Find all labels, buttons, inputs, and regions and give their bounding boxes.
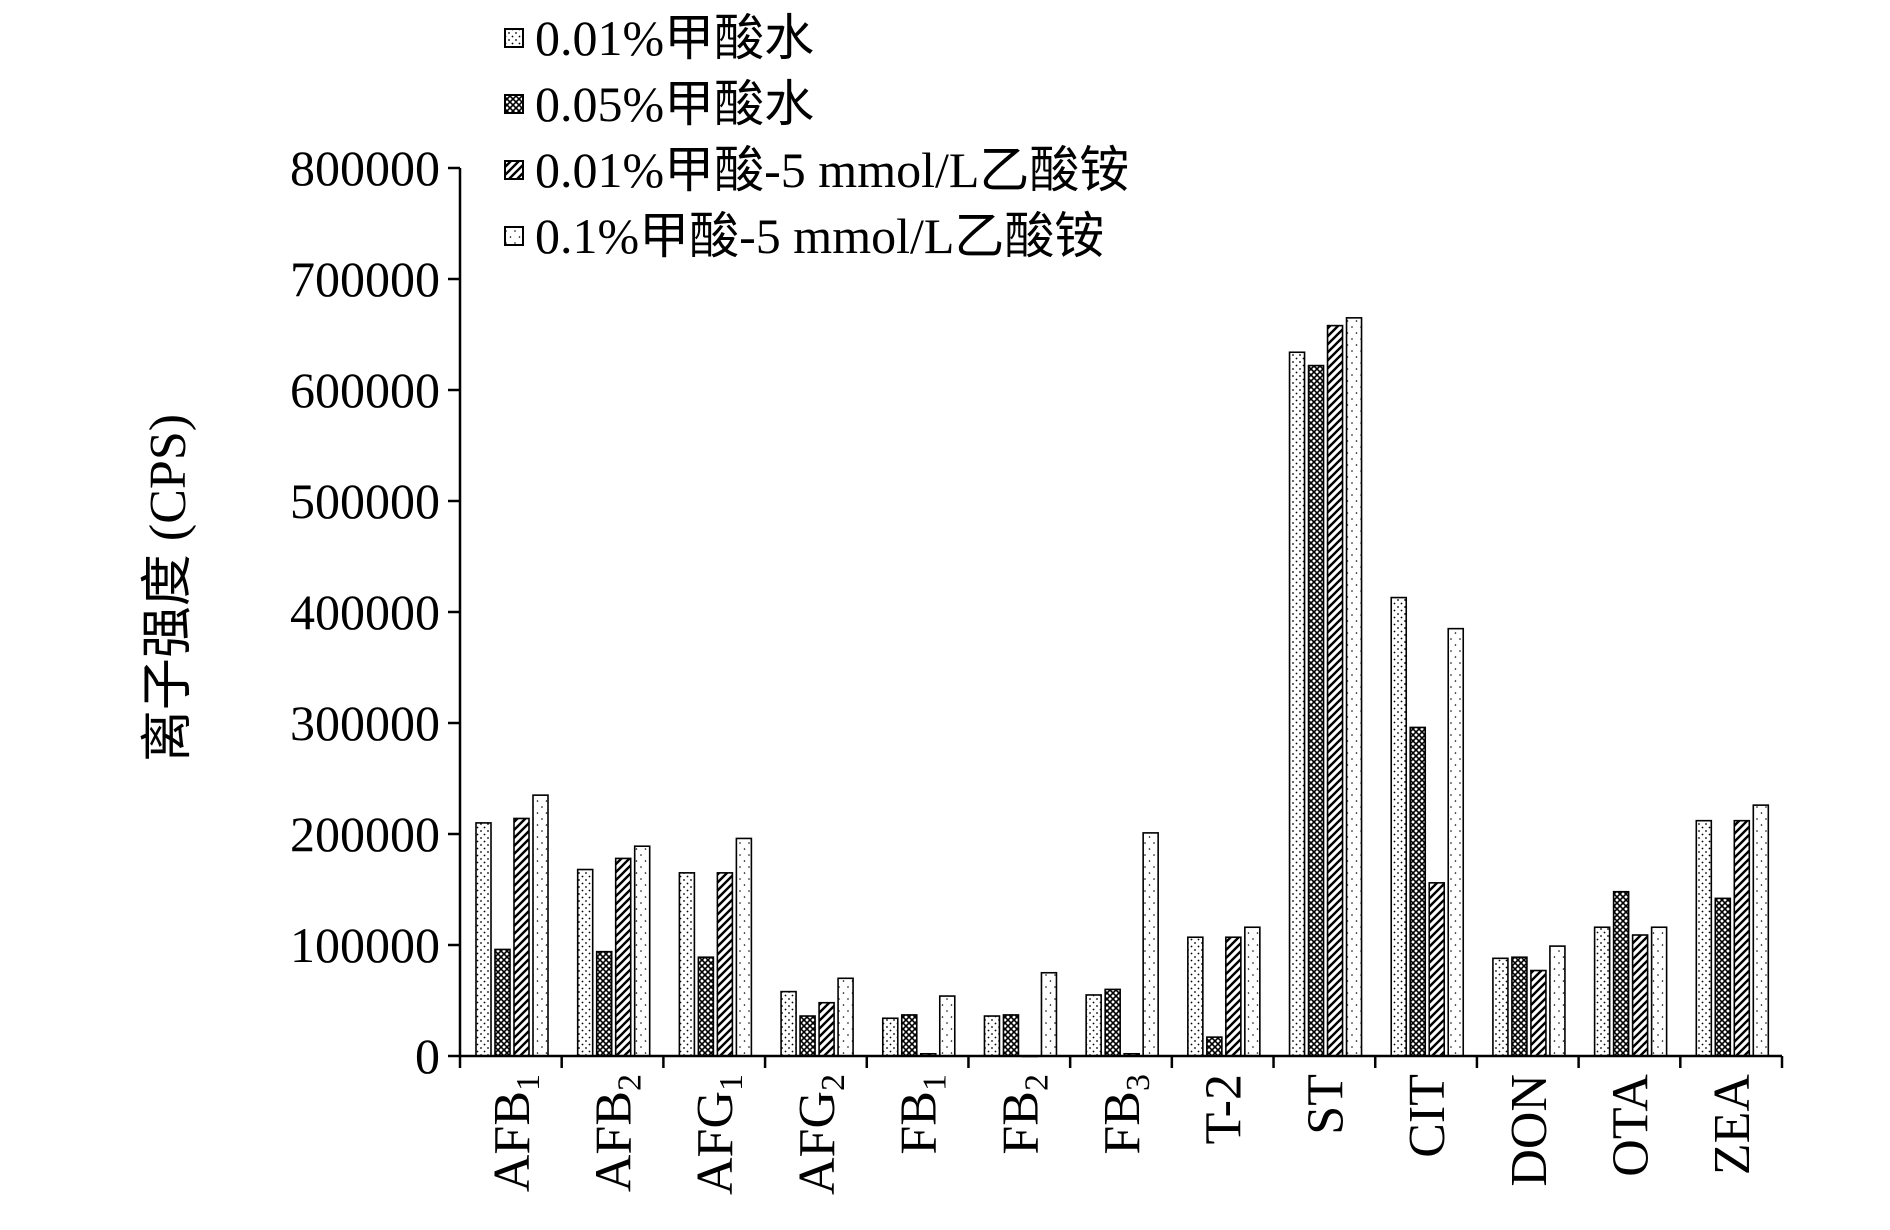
bar-don-series-1	[1492, 957, 1509, 1057]
bar-t-2-series-2	[1206, 1036, 1223, 1057]
bar-afb2-series-3	[614, 857, 632, 1057]
bar-afb1-series-1	[475, 822, 492, 1057]
bar-st-series-4	[1345, 317, 1363, 1057]
y-tick-label: 200000	[290, 806, 440, 862]
bar-afb1-series-4	[532, 794, 549, 1057]
bar-afb2-series-4	[633, 845, 651, 1057]
y-tick-label: 700000	[290, 251, 440, 307]
bar-ota-series-2	[1612, 890, 1630, 1057]
bar-cit-series-3	[1428, 882, 1446, 1057]
bar-don-series-4	[1549, 945, 1566, 1057]
x-tick-label-ota: OTA	[1602, 1074, 1659, 1177]
bar-zea-series-3	[1733, 819, 1751, 1057]
bar-t-2-series-4	[1244, 926, 1261, 1057]
y-tick-label: 300000	[290, 695, 440, 751]
y-tick-labels: 0 100000 200000 300000 400000 500000 600000 700…	[290, 140, 440, 1084]
bar-fb2-series-4	[1040, 971, 1058, 1057]
bar-afg2-series-1	[780, 990, 797, 1057]
bar-afg2-series-2	[799, 1015, 816, 1057]
x-tick-label-afg2: AFG2	[789, 1074, 852, 1195]
bar-fb3-series-2	[1104, 988, 1121, 1057]
bar-ota-series-1	[1593, 926, 1611, 1057]
bar-afg2-series-3	[818, 1001, 835, 1057]
bar-afb1-series-3	[513, 817, 530, 1057]
bar-ota-series-4	[1650, 926, 1668, 1057]
bar-fb3-series-1	[1085, 994, 1102, 1057]
bars-layer	[475, 317, 1770, 1058]
bar-afg1-series-4	[735, 837, 753, 1057]
bar-fb2-series-1	[983, 1015, 1001, 1057]
bar-ota-series-3	[1631, 934, 1649, 1057]
y-tick-label: 800000	[290, 140, 440, 196]
bar-fb1-series-2	[900, 1014, 918, 1057]
bar-st-series-2	[1307, 364, 1325, 1057]
x-tick-label-afg1: AFG1	[687, 1074, 750, 1195]
y-tick-label: 500000	[290, 473, 440, 529]
bar-zea-series-2	[1714, 897, 1732, 1057]
legend: 0.01%甲酸水 0.05%甲酸水 0.01%甲酸-5 mmol/L乙酸铵 0.1%甲…	[504, 10, 1129, 264]
legend-swatch-1	[504, 28, 524, 48]
bar-afg1-series-3	[716, 872, 734, 1057]
bar-st-series-1	[1288, 351, 1306, 1057]
bar-fb1-series-4	[938, 995, 956, 1057]
legend-label-3: 0.01%甲酸-5 mmol/L乙酸铵	[535, 142, 1129, 198]
y-tick-label: 0	[415, 1028, 440, 1084]
x-tick-label-t-2: T-2	[1196, 1074, 1253, 1144]
bar-afb2-series-1	[576, 868, 594, 1057]
legend-swatch-4	[504, 226, 524, 246]
bar-don-series-3	[1530, 969, 1547, 1057]
y-tick-label: 100000	[290, 917, 440, 973]
x-tick-label-afb2: AFB2	[586, 1074, 649, 1192]
x-tick-label-st: ST	[1297, 1074, 1354, 1135]
x-tick-label-afb1: AFB1	[484, 1074, 547, 1192]
legend-swatch-3	[504, 160, 524, 180]
y-tick-label: 400000	[290, 584, 440, 640]
axes-layer	[448, 166, 1784, 1068]
bar-fb2-series-2	[1002, 1014, 1020, 1057]
x-tick-labels: AFB1 AFB2 AFG1 AFG2 FB1 FB2 FB3 T-2 ST CIT DON OTA Z…	[484, 1074, 1761, 1195]
bar-cit-series-2	[1409, 726, 1427, 1057]
bar-afg2-series-4	[837, 977, 854, 1057]
y-axis-label: 离子强度 (CPS)	[140, 414, 197, 762]
bar-zea-series-4	[1752, 804, 1770, 1057]
x-tick-label-fb3: FB3	[1094, 1074, 1157, 1155]
legend-swatch-2	[504, 94, 524, 114]
bar-st-series-3	[1326, 324, 1344, 1057]
x-tick-label-fb2: FB2	[992, 1074, 1055, 1155]
bar-afg1-series-1	[678, 872, 696, 1057]
legend-label-1: 0.01%甲酸水	[535, 10, 814, 66]
x-tick-label-zea: ZEA	[1704, 1074, 1761, 1176]
x-tick-label-fb1: FB1	[891, 1074, 954, 1155]
bar-afg1-series-2	[697, 956, 715, 1057]
x-tick-label-cit: CIT	[1399, 1074, 1456, 1158]
bar-fb3-series-4	[1142, 832, 1159, 1057]
y-tick-label: 600000	[290, 362, 440, 418]
x-tick-label-don: DON	[1501, 1074, 1558, 1187]
bar-don-series-2	[1511, 956, 1528, 1057]
legend-label-2: 0.05%甲酸水	[535, 76, 814, 132]
bar-t-2-series-1	[1187, 936, 1204, 1057]
bar-afb1-series-2	[494, 948, 511, 1057]
bar-cit-series-1	[1390, 596, 1408, 1057]
bar-fb1-series-1	[881, 1017, 899, 1057]
bar-zea-series-1	[1695, 819, 1713, 1057]
bar-t-2-series-3	[1225, 936, 1242, 1057]
bar-cit-series-4	[1447, 627, 1465, 1057]
legend-label-4: 0.1%甲酸-5 mmol/L乙酸铵	[535, 208, 1104, 264]
bar-afb2-series-2	[595, 950, 613, 1057]
